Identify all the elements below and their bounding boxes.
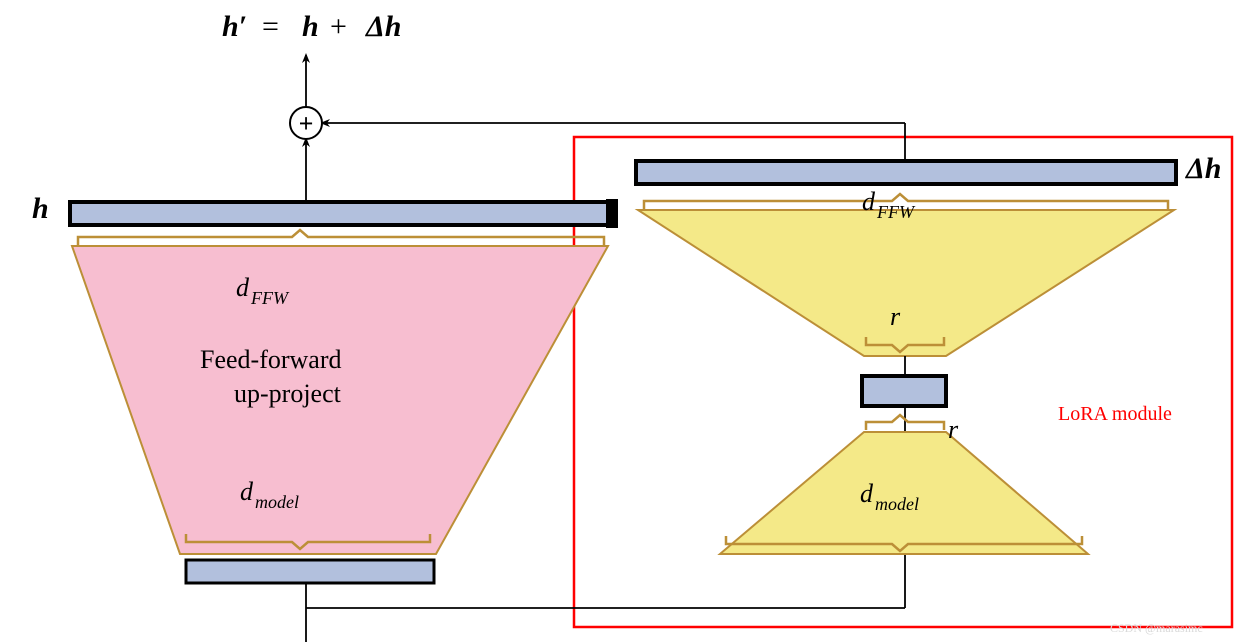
h-bar-cap	[606, 199, 618, 228]
plus-sign: +	[299, 109, 314, 138]
svg-text:d: d	[236, 273, 250, 302]
lora-diagram: dFFWFeed-forwardup-projectdmodelhdFFWrrd…	[0, 0, 1240, 642]
h-bar	[70, 202, 610, 225]
lora-up-trapezoid	[638, 210, 1174, 356]
delta-h-label: Δh	[1185, 152, 1222, 185]
h-label: h	[32, 192, 49, 225]
svg-text:h: h	[302, 10, 319, 43]
r-top-label: r	[890, 302, 901, 331]
svg-text:model: model	[255, 492, 299, 512]
svg-text:FFW: FFW	[250, 288, 290, 308]
svg-text:d: d	[860, 479, 874, 508]
watermark: CSDN @marasimc	[1110, 621, 1203, 635]
equation: h′ = h + Δh	[222, 10, 402, 43]
svg-text:FFW: FFW	[876, 202, 916, 222]
svg-text:model: model	[875, 494, 919, 514]
rank-bar	[862, 376, 946, 406]
svg-text:d: d	[862, 187, 876, 216]
svg-text:Δh: Δh	[365, 10, 402, 43]
lora-module-label: LoRA module	[1058, 403, 1172, 425]
ffw-line2: up-project	[234, 379, 342, 408]
svg-text:h′: h′	[222, 10, 247, 43]
svg-text:=: =	[262, 10, 279, 43]
svg-text:d: d	[240, 477, 254, 506]
ffw-line1: Feed-forward	[200, 345, 342, 374]
lora-down-trapezoid	[720, 432, 1088, 554]
delta-h-bar	[636, 161, 1176, 184]
svg-text:+: +	[330, 10, 347, 43]
bracket-dffw-left	[78, 230, 604, 245]
r-bot-label: r	[948, 415, 959, 444]
input-bar-left	[186, 560, 434, 583]
